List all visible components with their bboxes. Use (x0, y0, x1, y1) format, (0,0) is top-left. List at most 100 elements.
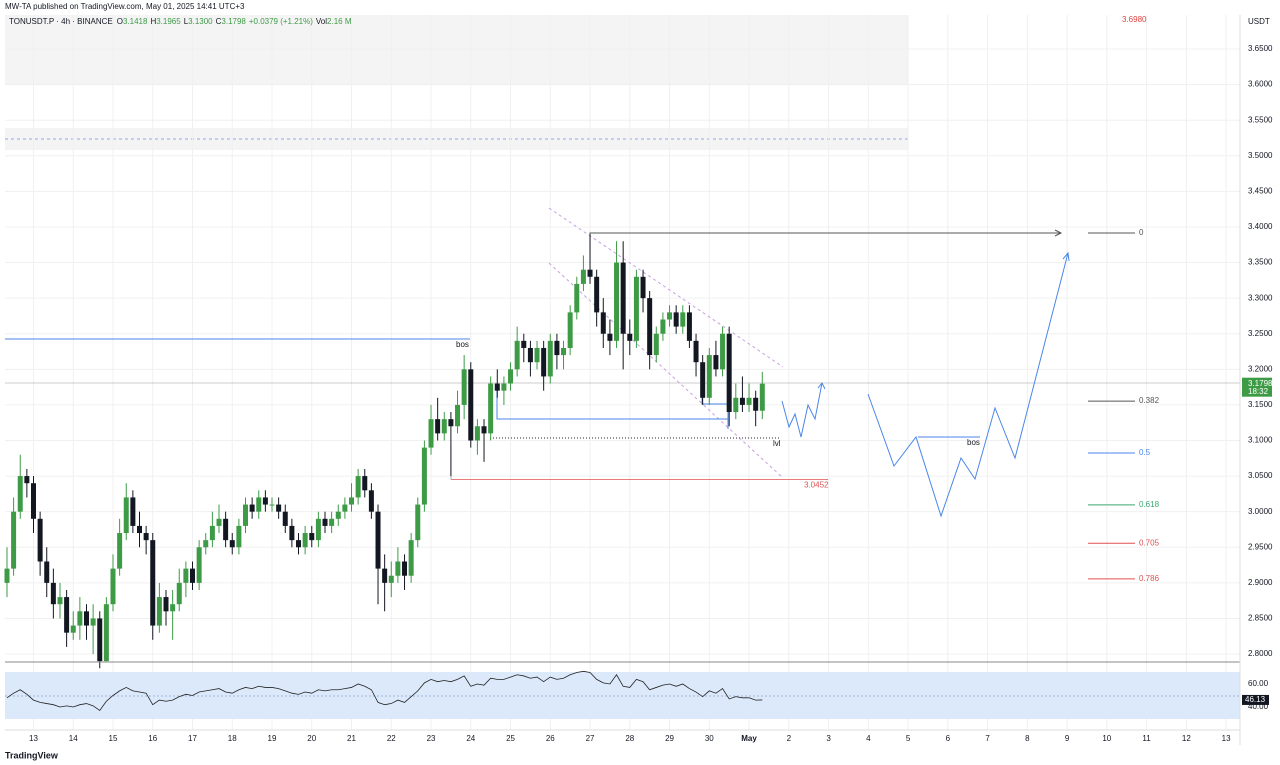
price-tag (1242, 377, 1272, 397)
candle-body (534, 347, 540, 363)
candle-body (44, 561, 50, 583)
low-level-label: 3.0452 (804, 481, 829, 490)
candle-body (83, 611, 89, 626)
candle-body (282, 511, 288, 526)
fib-label: 0.5 (1139, 448, 1151, 457)
fib-label: 0.786 (1139, 574, 1160, 583)
candle-body (130, 497, 136, 526)
candle-body (190, 568, 196, 583)
candle-body (700, 362, 706, 398)
symbol: TONUSDT.P · 4h · BINANCE (9, 17, 113, 26)
rsi-tag-label: 46.13 (1245, 695, 1266, 704)
candle-body (269, 504, 275, 506)
candle-body (209, 525, 215, 541)
candle-body (143, 533, 149, 541)
candle-body (315, 518, 321, 541)
candle-body (561, 347, 567, 356)
candle-body (541, 347, 547, 377)
candle-body (196, 547, 202, 583)
candle-body (640, 276, 646, 299)
candle-body (580, 269, 586, 284)
candle-body (322, 518, 328, 526)
x-tick-label: 23 (427, 734, 436, 743)
vol: 2.16 M (327, 17, 352, 26)
candle-body (342, 504, 348, 512)
annotation: 3.6980 (1122, 15, 1147, 24)
zone (5, 15, 908, 85)
y-tick-label: 3.4000 (1248, 222, 1273, 231)
box (496, 390, 728, 420)
x-tick-label: 12 (1182, 734, 1191, 743)
candle-body (382, 568, 388, 583)
x-tick-label: 17 (188, 734, 197, 743)
x-tick-label: 4 (866, 734, 871, 743)
x-tick-label: 27 (586, 734, 595, 743)
candle-body (203, 540, 209, 548)
x-tick-label: 15 (109, 734, 118, 743)
candle-body (30, 483, 36, 519)
c-label: C (216, 17, 222, 26)
candle-body (170, 604, 176, 612)
x-tick-label: 29 (665, 734, 674, 743)
x-tick-label: 13 (29, 734, 38, 743)
candle-body (243, 504, 249, 526)
candle-body (17, 476, 23, 512)
candle-body (653, 333, 659, 356)
candle-body (753, 397, 759, 411)
x-tick-label: 24 (466, 734, 475, 743)
candle-body (289, 525, 295, 541)
annotation: lvl (773, 439, 781, 448)
x-tick-label: 26 (546, 734, 555, 743)
candle-body (448, 419, 454, 427)
candle-body (527, 347, 533, 363)
candle-body (587, 269, 593, 277)
candle-body (620, 262, 626, 334)
candle-body (481, 426, 487, 434)
candle-body (435, 419, 441, 434)
candle-body (183, 568, 189, 583)
candle-body (349, 497, 355, 505)
candle-body (163, 597, 169, 612)
fib-label: 0 (1139, 228, 1144, 237)
projection (867, 252, 1069, 518)
candle-body (508, 369, 514, 384)
fib-label: 0.382 (1139, 396, 1160, 405)
y-tick-label: 3.2000 (1248, 364, 1273, 373)
x-tick-label: 2 (787, 734, 792, 743)
candle-body (50, 582, 56, 605)
vol-label: Vol (316, 17, 327, 26)
y-tick-label: 2.9500 (1248, 542, 1273, 551)
candle-body (455, 404, 461, 427)
candle-body (249, 504, 255, 512)
candle-body (706, 355, 712, 398)
countdown: 18:32 (1248, 387, 1269, 396)
h-label: H (150, 17, 156, 26)
published: MW-TA published on TradingView.com, May … (5, 2, 245, 11)
candle-body (746, 397, 752, 405)
fib-label: 0.705 (1139, 538, 1160, 547)
logo: TradingView (5, 750, 59, 760)
y-tick-label: 3.4500 (1248, 186, 1273, 195)
candle-body (614, 262, 620, 341)
y-tick-label: 2.8500 (1248, 614, 1273, 623)
candle-body (136, 525, 142, 534)
candle-body (733, 397, 739, 413)
candle-body (554, 340, 560, 356)
currency: USDT (1248, 17, 1270, 26)
candle-body (156, 597, 162, 626)
y-tick-label: 2.9000 (1248, 578, 1273, 587)
candle-body (64, 597, 70, 633)
y-tick-label: 3.5000 (1248, 151, 1273, 160)
candle-body (97, 618, 103, 662)
candle-body (362, 476, 368, 491)
x-tick-label: 28 (625, 734, 634, 743)
x-tick-label: 30 (705, 734, 714, 743)
l: 3.1300 (188, 17, 213, 26)
x-tick-label: 11 (1142, 734, 1151, 743)
candle-body (395, 561, 401, 576)
candle-body (368, 490, 374, 512)
fib-label: 0.618 (1139, 500, 1160, 509)
change: +0.0379 (+1.21%) (249, 17, 313, 26)
candle-body (402, 561, 408, 576)
